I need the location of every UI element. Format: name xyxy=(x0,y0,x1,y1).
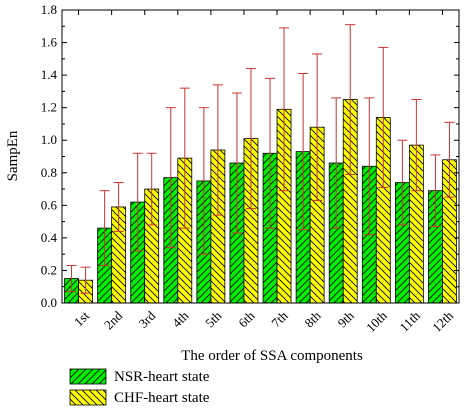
x-tick-label: 2nd xyxy=(101,308,126,333)
y-tick-label: 0.6 xyxy=(41,197,58,212)
x-tick-label: 10th xyxy=(363,308,390,335)
x-tick-label: 8th xyxy=(301,308,324,331)
y-tick-label: 1.0 xyxy=(41,132,57,147)
legend-swatch xyxy=(69,389,107,406)
x-tick-label: 3rd xyxy=(135,308,158,331)
x-tick-label: 9th xyxy=(334,308,357,331)
x-tick-label: 7th xyxy=(268,308,291,331)
y-tick-label: 1.4 xyxy=(41,67,58,82)
axis-ticks xyxy=(62,9,459,304)
plot-bars xyxy=(64,99,457,304)
y-axis-title: SampEn xyxy=(5,130,21,181)
x-tick-label: 4th xyxy=(169,308,192,331)
x-tick-label: 12th xyxy=(429,308,456,335)
legend-swatch xyxy=(69,368,107,385)
y-tick-label: 1.6 xyxy=(41,35,58,50)
y-tick-label: 1.2 xyxy=(41,100,57,115)
x-tick-labels: 1st 2nd 3rd 4th 5th 6th 7th 8th 9th 10th 11th 12th xyxy=(71,308,457,335)
legend: NSR-heart state CHF-heart state xyxy=(69,368,210,406)
y-tick-label: 0.0 xyxy=(41,295,57,310)
x-tick-label: 1st xyxy=(71,308,93,330)
error-bars xyxy=(66,24,455,294)
y-tick-labels: 0.0 0.2 0.4 0.6 0.8 1.0 1.2 1.4 1.6 1.8 xyxy=(41,2,58,310)
x-tick-label: 5th xyxy=(202,308,225,331)
x-tick-label: 11th xyxy=(396,308,423,335)
legend-label: NSR-heart state xyxy=(114,369,210,385)
x-axis-title: The order of SSA components xyxy=(181,348,363,364)
y-tick-label: 0.2 xyxy=(41,262,57,277)
y-tick-label: 0.4 xyxy=(41,230,58,245)
x-tick-label: 6th xyxy=(235,308,258,331)
legend-label: CHF-heart state xyxy=(114,390,210,406)
y-tick-label: 1.8 xyxy=(41,2,57,17)
y-tick-label: 0.8 xyxy=(41,165,57,180)
